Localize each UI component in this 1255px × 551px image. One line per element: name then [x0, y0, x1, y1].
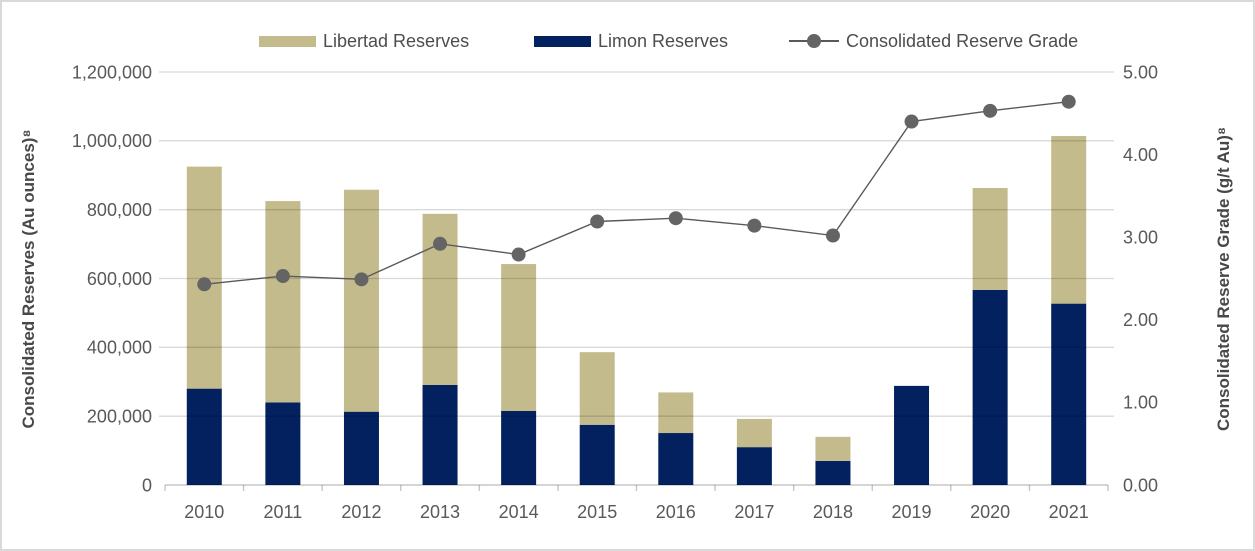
limon-swatch-icon: [534, 35, 591, 47]
grade-marker-2019: [904, 114, 919, 129]
bar-limon-2016: [658, 433, 694, 485]
left-tick-label-2: 400,000: [87, 338, 152, 358]
right-tick-label-5: 5.00: [1123, 62, 1158, 82]
right-tick-label-1: 1.00: [1123, 393, 1158, 413]
grade-marker-2016: [668, 211, 683, 226]
bar-limon-2017: [736, 447, 772, 485]
left-tick-label-3: 600,000: [87, 269, 152, 289]
grade-marker-2015: [590, 214, 605, 229]
grade-marker-2012: [354, 272, 369, 287]
legend-item-limon: Limon Reserves: [534, 29, 728, 53]
bar-libertad-2017: [736, 418, 772, 448]
x-tick-label-2020: 2020: [970, 502, 1010, 522]
x-tick-label-2017: 2017: [734, 502, 774, 522]
left-tick-label-4: 800,000: [87, 200, 152, 220]
right-tick-label-0: 0.00: [1123, 475, 1158, 495]
x-tick-label-2010: 2010: [184, 502, 224, 522]
bar-limon-2011: [265, 402, 301, 485]
right-tick-label-2: 2.00: [1123, 310, 1158, 330]
bar-libertad-2018: [815, 436, 851, 461]
x-tick-label-2018: 2018: [813, 502, 853, 522]
grade-marker-2014: [511, 247, 526, 262]
legend-item-grade: Consolidated Reserve Grade: [789, 29, 1078, 53]
x-tick-label-2014: 2014: [499, 502, 539, 522]
left-tick-label-6: 1,200,000: [72, 62, 152, 82]
bar-libertad-2012: [343, 189, 379, 412]
left-tick-label-0: 0: [142, 475, 152, 495]
bar-limon-2015: [579, 424, 615, 485]
bar-libertad-2021: [1051, 136, 1087, 304]
legend-label-libertad: Libertad Reserves: [323, 30, 470, 51]
right-axis-title: Consolidated Reserve Grade (g/t Au)⁸: [1214, 126, 1233, 432]
right-tick-label-3: 3.00: [1123, 228, 1158, 248]
bar-libertad-2020: [972, 187, 1008, 290]
x-tick-label-2015: 2015: [577, 502, 617, 522]
bar-limon-2021: [1051, 303, 1087, 485]
bar-limon-2019: [894, 385, 930, 485]
grade-marker-2017: [747, 218, 762, 233]
legend-label-limon: Limon Reserves: [598, 30, 729, 51]
legend-label-grade: Consolidated Reserve Grade: [846, 30, 1079, 51]
grade-line: [204, 101, 1069, 285]
x-tick-label-2011: 2011: [264, 502, 303, 522]
libertad-swatch-icon: [259, 35, 316, 47]
grade-marker-2021: [1061, 94, 1076, 109]
grade-marker-2020: [983, 103, 998, 118]
left-axis-title: Consolidated Reserves (Au ounces)⁸: [19, 129, 38, 429]
grade-marker-2013: [433, 236, 448, 251]
bar-limon-2014: [501, 411, 537, 485]
bar-limon-2010: [186, 388, 222, 485]
bar-limon-2018: [815, 460, 851, 485]
x-tick-label-2012: 2012: [341, 502, 381, 522]
legend-item-libertad: Libertad Reserves: [259, 29, 469, 53]
bar-limon-2013: [422, 384, 458, 485]
grade-marker-2010: [197, 277, 212, 292]
bar-libertad-2015: [579, 352, 615, 425]
bar-libertad-2014: [501, 264, 537, 412]
bar-libertad-2016: [658, 392, 694, 434]
bar-libertad-2011: [265, 201, 301, 403]
grade-marker-2018: [825, 228, 840, 243]
bar-limon-2012: [343, 411, 379, 485]
bar-limon-2020: [972, 289, 1008, 485]
grade-marker-2011: [275, 269, 290, 284]
right-tick-label-4: 4.00: [1123, 145, 1158, 165]
x-tick-label-2021: 2021: [1049, 502, 1089, 522]
left-tick-label-5: 1,000,000: [72, 131, 152, 151]
x-tick-label-2013: 2013: [420, 502, 460, 522]
x-tick-label-2016: 2016: [656, 502, 696, 522]
line-marker-icon: [789, 33, 839, 49]
left-tick-label-1: 200,000: [87, 406, 152, 426]
x-tick-label-2019: 2019: [892, 502, 932, 522]
